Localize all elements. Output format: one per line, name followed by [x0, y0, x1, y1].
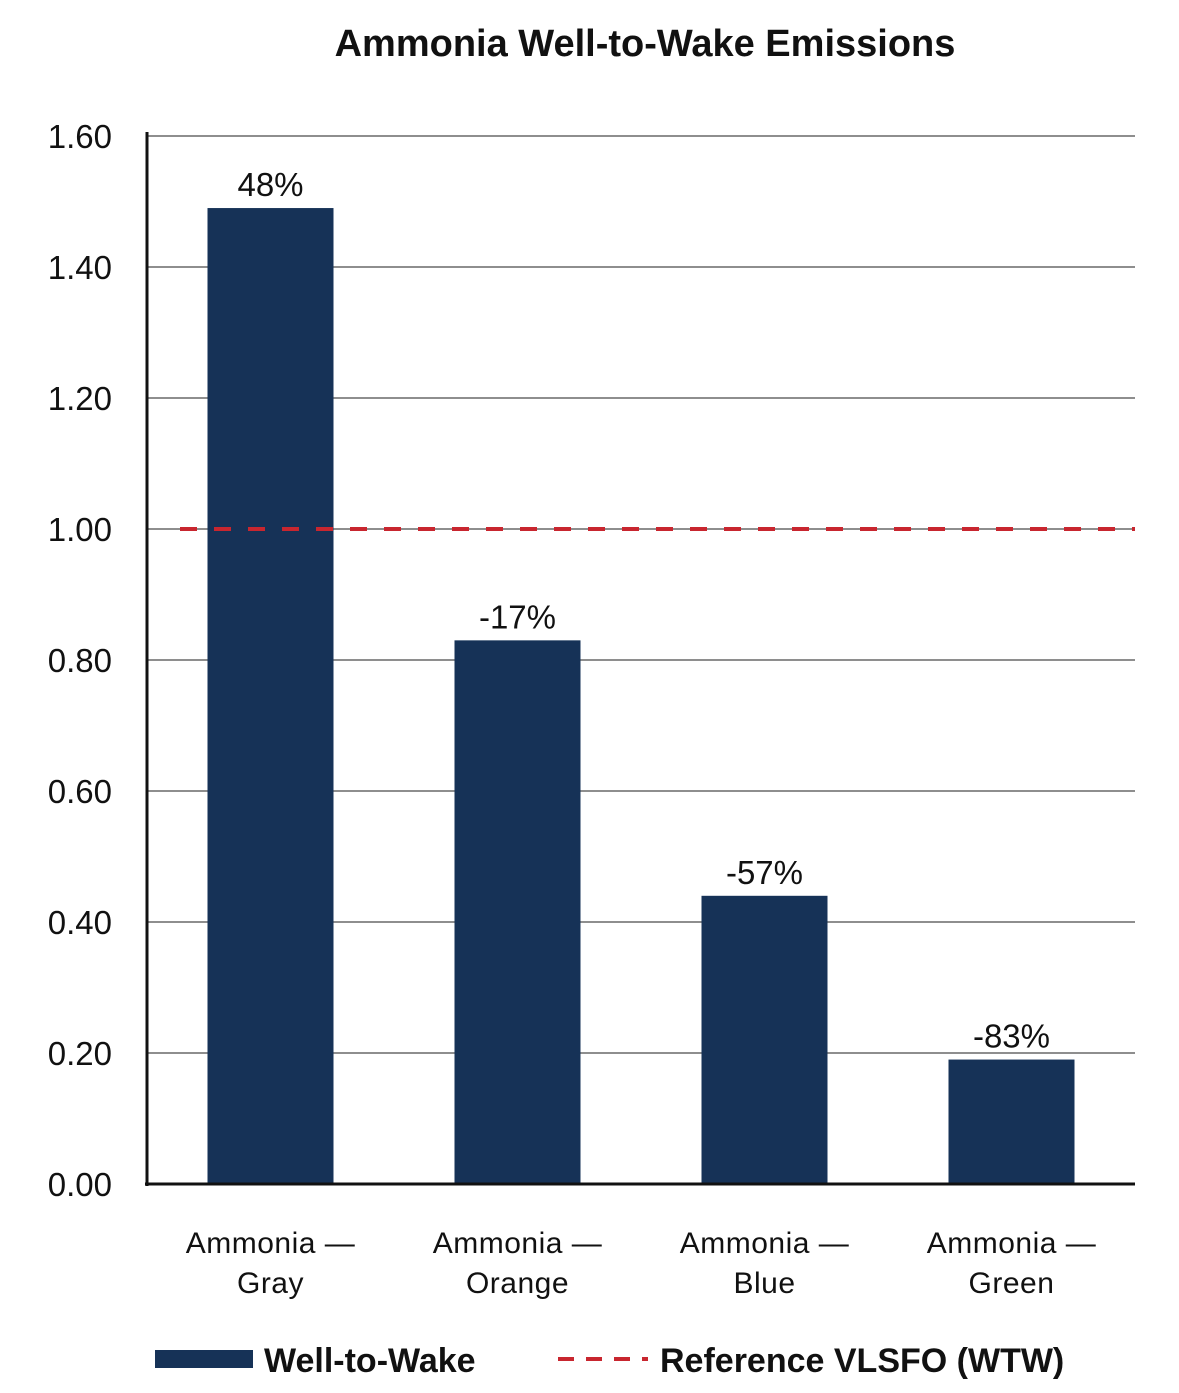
x-category-label: Gray — [237, 1267, 304, 1300]
y-tick-label: 1.40 — [48, 249, 112, 286]
y-tick-label: 0.40 — [48, 904, 112, 941]
bar-orange — [454, 640, 581, 1184]
axes — [145, 132, 1135, 1186]
legend-label-reference: Reference VLSFO (WTW) — [660, 1342, 1064, 1380]
x-category-label: Orange — [466, 1267, 569, 1300]
y-tick-label: 0.00 — [48, 1166, 112, 1203]
bar-gray — [207, 208, 334, 1185]
x-axis-categories: Ammonia — Gray Ammonia — Orange Ammonia — Blu… — [186, 1227, 1097, 1300]
y-tick-label: 1.60 — [48, 118, 112, 155]
data-label: -83% — [973, 1018, 1050, 1055]
bars — [207, 208, 1075, 1185]
chart-title: Ammonia Well-to-Wake Emissions — [335, 23, 956, 65]
x-category-label: Ammonia — — [433, 1227, 603, 1260]
x-category-label: Ammonia — — [680, 1227, 850, 1260]
data-label: 48% — [237, 166, 303, 203]
y-tick-label: 0.20 — [48, 1035, 112, 1072]
bar-blue — [701, 895, 828, 1184]
x-category-label: Ammonia — — [186, 1227, 356, 1260]
data-label: -17% — [479, 598, 556, 635]
x-category-label: Blue — [733, 1267, 795, 1300]
y-tick-label: 1.20 — [48, 380, 112, 417]
legend-label-well-to-wake: Well-to-Wake — [264, 1342, 476, 1380]
legend-swatch-well-to-wake — [155, 1350, 253, 1368]
y-tick-label: 1.00 — [48, 511, 112, 548]
x-category-label: Green — [969, 1267, 1055, 1300]
data-labels: 48% -17% -57% -83% — [237, 166, 1050, 1055]
y-axis-ticks: 0.00 0.20 0.40 0.60 0.80 1.00 1.20 1.40 1.60 — [48, 118, 112, 1203]
legend: Well-to-Wake Reference VLSFO (WTW) — [155, 1342, 1064, 1380]
y-tick-label: 0.60 — [48, 773, 112, 810]
y-tick-label: 0.80 — [48, 642, 112, 679]
bar-green — [948, 1059, 1075, 1184]
x-category-label: Ammonia — — [927, 1227, 1097, 1260]
data-label: -57% — [726, 854, 803, 891]
